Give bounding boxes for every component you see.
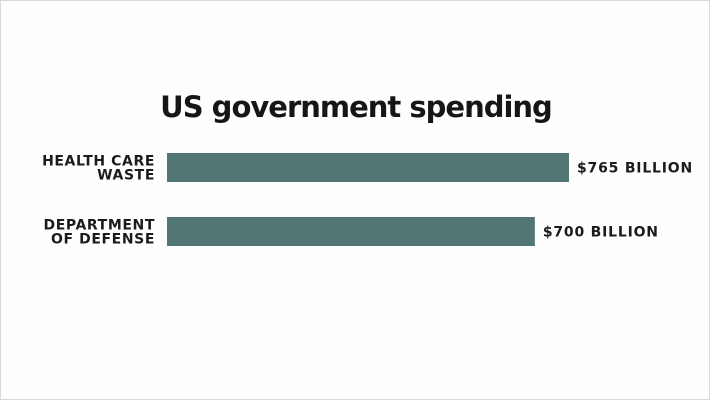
category-label-line: HEALTH CARE [42,154,155,170]
bar-0 [167,153,569,182]
category-label-0: HEALTH CARE WASTE [42,154,155,184]
chart-title: US government spending [160,90,552,124]
value-label-0: $765 BILLION [577,161,693,177]
bar-1 [167,217,535,246]
category-label-line: DEPARTMENT [44,218,155,234]
value-label-1: $700 BILLION [543,225,659,241]
category-label-line: WASTE [97,168,155,184]
category-label-line: OF DEFENSE [51,232,155,248]
bars-group: HEALTH CARE WASTE $765 BILLION DEPARTMENT OF… [42,153,693,248]
category-label-1: DEPARTMENT OF DEFENSE [44,218,155,248]
